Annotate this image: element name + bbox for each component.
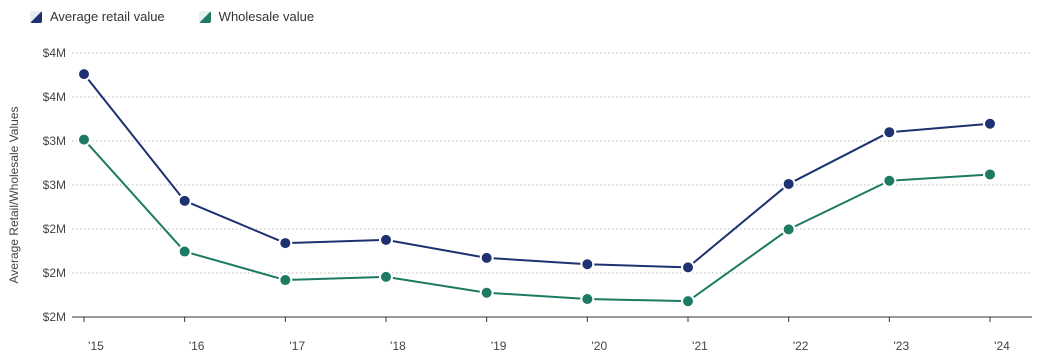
x-tick-label: '22 [793,339,809,353]
x-tick-label: '21 [692,339,708,353]
data-point-retail[interactable] [278,236,293,251]
series-line-wholesale [83,138,991,303]
data-point-wholesale[interactable] [177,244,192,259]
x-tick-label: '18 [390,339,406,353]
y-tick-label: $2M [43,310,66,324]
legend-label-retail: Average retail value [50,9,165,24]
data-point-retail[interactable] [479,250,494,265]
y-tick-label: $3M [43,178,66,192]
data-point-retail[interactable] [781,176,796,191]
y-tick-label: $3M [43,134,66,148]
data-point-wholesale[interactable] [379,269,393,284]
data-point-retail[interactable] [882,125,897,140]
y-tick-label: $4M [43,90,66,104]
x-tick-label: '24 [994,339,1010,353]
y-tick-label: $2M [43,222,66,236]
data-point-wholesale[interactable] [77,132,91,147]
data-point-wholesale[interactable] [882,173,897,188]
legend-swatch-wholesale [198,10,211,23]
data-point-wholesale[interactable] [781,222,796,237]
legend-item-retail[interactable]: Average retail value [30,9,165,24]
legend-item-wholesale[interactable]: Wholesale value [198,9,315,24]
data-point-retail[interactable] [580,257,595,272]
series-line-retail [83,73,991,269]
data-point-retail[interactable] [983,116,997,131]
data-point-wholesale[interactable] [278,273,293,288]
x-tick-label: '15 [88,339,104,353]
x-tick-label: '23 [894,339,910,353]
x-tick-label: '20 [592,339,608,353]
data-point-retail[interactable] [77,67,91,82]
x-tick-label: '19 [491,339,507,353]
legend-label-wholesale: Wholesale value [218,9,315,24]
y-axis-label: Average Retail/Wholesale Values [7,107,21,284]
data-point-wholesale[interactable] [681,294,695,309]
legend-swatch-retail [30,10,42,23]
x-tick-label: '16 [189,339,205,353]
data-point-wholesale[interactable] [479,285,494,300]
data-point-retail[interactable] [681,260,695,275]
x-tick-label: '17 [290,339,306,353]
y-tick-label: $4M [43,46,66,60]
data-point-retail[interactable] [379,232,393,247]
data-point-wholesale[interactable] [983,167,997,182]
data-point-retail[interactable] [177,193,192,208]
y-tick-label: $2M [43,266,66,280]
data-point-wholesale[interactable] [580,292,595,307]
chart-legend: Average retail value Wholesale value [30,9,314,24]
